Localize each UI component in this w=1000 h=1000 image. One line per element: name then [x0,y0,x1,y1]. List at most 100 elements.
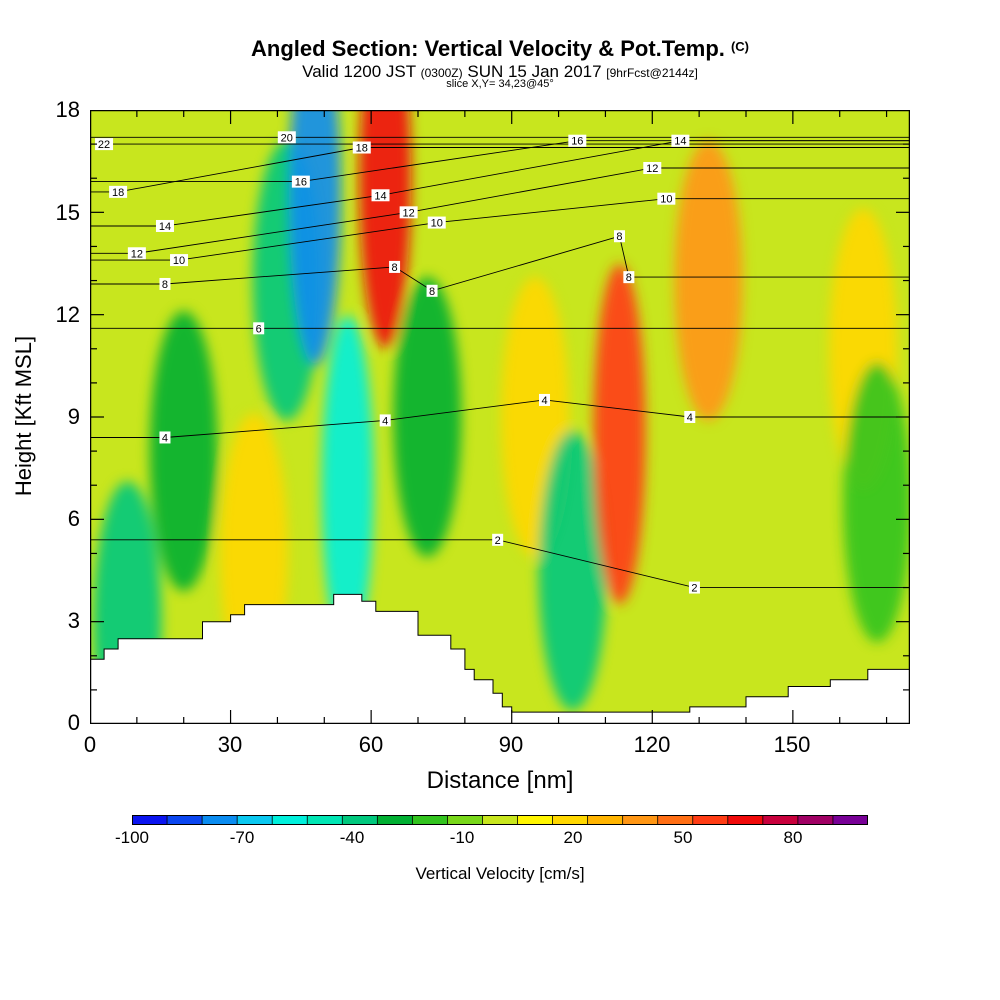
colorbar-tick-label: -70 [229,828,255,847]
contour-label-text: 20 [281,132,293,144]
contour-label: 12 [643,161,662,175]
chart-subtitle: Valid 1200 JST (0300Z) SUN 15 Jan 2017 [… [0,62,1000,82]
contour-label-box [379,414,391,427]
y-tick-label: 12 [55,302,80,327]
contour-label: 8 [623,271,635,284]
forecast-tag: [9hrFcst@2144z] [606,66,698,80]
colorbar-swatch [797,815,834,825]
contour-label-box [371,189,390,202]
colorbar [132,815,868,825]
y-tick-label: 18 [55,97,80,122]
terrain [90,593,910,724]
contour-label-text: 10 [431,218,443,230]
contour-label: 4 [539,393,551,407]
isentrope-line [90,399,910,438]
contour-label: 10 [170,254,189,267]
cross-section-plot: 2220181816161414141212121010108888864444… [90,110,910,724]
contour-label-text: 14 [159,221,171,233]
colorbar-swatch [832,815,868,825]
slice-label: slice X,Y= 34,23@45° [446,78,554,90]
contour-label-box [539,393,551,406]
colorbar-swatch [447,815,483,825]
isentrope-line [90,147,910,193]
contour-label: 2 [492,533,504,547]
colorbar-swatch [237,815,273,825]
isentrope-line [90,539,910,589]
chart-title: Angled Section: Vertical Velocity & Pot.… [0,36,1000,62]
velocity-feature [593,264,646,605]
velocity-feature [288,110,341,366]
contour-label: 22 [95,138,114,151]
valid-date: SUN 15 Jan 2017 [467,62,602,81]
contour-label: 14 [671,134,690,148]
colorbar-swatch [272,815,308,825]
colorbar-swatch [342,815,378,825]
contour-label: 18 [109,185,128,199]
y-tick-label: 3 [67,608,80,633]
contour-label-box [613,230,625,243]
colorbar-label: Vertical Velocity [cm/s] [415,864,585,883]
contour-label-text: 6 [256,323,262,335]
x-axis-label: Distance [nm] [426,767,574,794]
contour-label-box [159,431,171,444]
contour-label-box [389,260,401,273]
contour-label-box [399,206,418,219]
copyright-mark: (C) [730,39,749,54]
valid-zulu: (0300Z) [420,66,463,80]
contour-label-text: 10 [660,194,672,206]
colorbar-tick-label: 80 [783,828,803,847]
contour-label-box [277,131,296,144]
y-tick-label: 15 [55,200,80,225]
contour-label: 12 [399,206,418,219]
contour-label-text: 16 [295,177,307,189]
colorbar-tick-label: -10 [449,828,475,847]
x-tick-label: 60 [358,732,384,757]
colorbar-swatch [167,815,203,825]
contour-label-text: 2 [691,583,697,595]
y-tick-label: 0 [67,710,80,735]
contour-label-text: 18 [112,187,124,199]
contour-label-text: 8 [626,272,632,284]
contour-label: 8 [613,230,625,243]
contour-label: 8 [389,260,401,274]
contour-label: 10 [427,216,446,230]
x-tick-label: 0 [83,732,97,757]
contour-label-box [170,254,189,267]
colorbar-swatch [587,815,624,825]
contour-label-text: 10 [173,255,185,267]
colorbar-tick-label: -40 [339,828,365,847]
colorbar-swatch [762,815,799,825]
contour-label-text: 8 [162,279,168,291]
contour-label-box [427,216,446,229]
colorbar-swatch [377,815,413,825]
contour-label: 18 [352,141,371,155]
velocity-feature [359,110,412,349]
colorbar-tick-label: -100 [114,828,150,847]
contour-label-box [253,322,265,335]
contour-label-box [109,185,128,198]
colorbar-swatch [692,815,729,825]
x-tick-label: 150 [773,732,811,757]
contour-label-text: 12 [403,207,415,219]
contour-label-text: 4 [541,395,547,407]
velocity-feature [393,277,462,557]
colorbar-swatch [202,815,238,825]
velocity-feature [843,362,910,643]
velocity-feature [149,311,218,592]
colorbar-tick-label: 50 [673,828,693,847]
velocity-feature [321,315,374,656]
contour-label: 6 [253,322,265,335]
velocity-feature [538,430,607,711]
contour-label-box [671,134,690,147]
contour-label-box [159,277,171,290]
contour-label: 14 [155,219,174,233]
contour-label-box [684,411,696,423]
colorbar-swatch [622,815,659,825]
contour-label-text: 4 [382,415,388,427]
contour-label: 10 [657,192,676,206]
y-tick-label: 9 [67,404,80,429]
x-tick-label: 90 [498,732,524,757]
contour-label: 20 [277,131,296,144]
contour-label: 4 [684,411,696,424]
contour-label-text: 8 [392,262,398,274]
